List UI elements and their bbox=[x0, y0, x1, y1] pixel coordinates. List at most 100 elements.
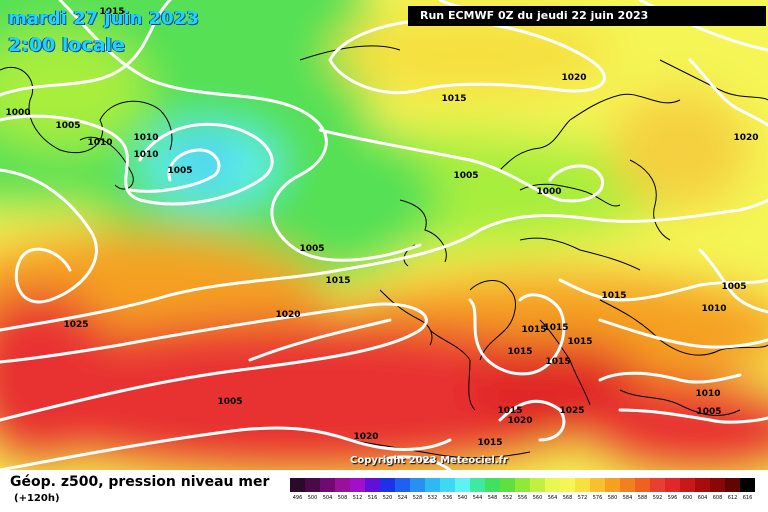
isobar-pressure-label: 1015 bbox=[545, 357, 570, 367]
legend-color-swatch bbox=[620, 478, 635, 492]
isobar-pressure-label: 1025 bbox=[559, 406, 584, 416]
legend-color-swatch bbox=[560, 478, 575, 492]
legend-tick-label: 496 bbox=[292, 495, 303, 501]
isobar-pressure-label: 1010 bbox=[133, 133, 158, 143]
run-info-banner: Run ECMWF 0Z du jeudi 22 juin 2023 bbox=[408, 6, 766, 26]
isobar-pressure-label: 1015 bbox=[601, 291, 626, 301]
isobar-pressure-label: 1015 bbox=[99, 7, 124, 17]
legend-tick-label: 552 bbox=[502, 495, 513, 501]
isobar-pressure-label: 1000 bbox=[5, 108, 30, 118]
legend-color-swatch bbox=[590, 478, 605, 492]
legend-tick-label: 548 bbox=[487, 495, 498, 501]
legend-color-swatch bbox=[305, 478, 320, 492]
legend-color-swatch bbox=[680, 478, 695, 492]
legend-tick-label: 576 bbox=[592, 495, 603, 501]
map-footer: Géop. z500, pression niveau mer (+120h) … bbox=[0, 470, 768, 512]
legend-color-swatch bbox=[470, 478, 485, 492]
isobar-pressure-label: 1010 bbox=[701, 304, 726, 314]
coastlines bbox=[0, 45, 768, 459]
isobar-pressure-label: 1005 bbox=[453, 171, 478, 181]
legend-color-swatch bbox=[350, 478, 365, 492]
legend-color-swatch bbox=[725, 478, 740, 492]
isobar-pressure-label: 1020 bbox=[733, 133, 758, 143]
isobar-pressure-label: 1010 bbox=[695, 389, 720, 399]
isobar-pressure-label: 1015 bbox=[507, 347, 532, 357]
legend-color-swatch bbox=[290, 478, 305, 492]
legend-tick-label: 616 bbox=[742, 495, 753, 501]
isobar-pressure-label: 1000 bbox=[536, 187, 561, 197]
isobar-pressure-label: 1005 bbox=[55, 121, 80, 131]
legend-tick-label: 536 bbox=[442, 495, 453, 501]
isobar-pressure-label: 1015 bbox=[521, 325, 546, 335]
isobar-pressure-label: 1020 bbox=[353, 432, 378, 442]
legend-color-swatch bbox=[710, 478, 725, 492]
legend-color-swatch bbox=[425, 478, 440, 492]
isobar-pressure-label: 1015 bbox=[567, 337, 592, 347]
map-title: Géop. z500, pression niveau mer bbox=[10, 474, 270, 490]
legend-color-swatch bbox=[485, 478, 500, 492]
legend-tick-label: 592 bbox=[652, 495, 663, 501]
isobar-pressure-label: 1015 bbox=[477, 438, 502, 448]
isobar-pressure-label: 1005 bbox=[167, 166, 192, 176]
legend-color-swatch bbox=[320, 478, 335, 492]
legend-tick-label: 504 bbox=[322, 495, 333, 501]
legend-tick-label: 516 bbox=[367, 495, 378, 501]
isobar-pressure-label: 1025 bbox=[63, 320, 88, 330]
isobar-pressure-label: 1020 bbox=[275, 310, 300, 320]
legend-color-swatch bbox=[605, 478, 620, 492]
legend-tick-label: 612 bbox=[727, 495, 738, 501]
legend-tick-label: 544 bbox=[472, 495, 483, 501]
legend-color-swatch bbox=[545, 478, 560, 492]
isobar-pressure-label: 1020 bbox=[507, 416, 532, 426]
legend-color-swatch bbox=[635, 478, 650, 492]
legend-tick-label: 604 bbox=[697, 495, 708, 501]
isobar-pressure-label: 1010 bbox=[133, 150, 158, 160]
legend-color-swatch bbox=[650, 478, 665, 492]
legend-tick-label: 560 bbox=[532, 495, 543, 501]
legend-color-swatch bbox=[410, 478, 425, 492]
legend-color-swatch bbox=[380, 478, 395, 492]
legend-color-swatch bbox=[365, 478, 380, 492]
isobar-pressure-label: 1005 bbox=[217, 397, 242, 407]
legend-color-swatch bbox=[395, 478, 410, 492]
forecast-local-time: 2:00 locale bbox=[8, 34, 125, 56]
isobar-pressure-label: 1015 bbox=[497, 406, 522, 416]
legend-tick-label: 500 bbox=[307, 495, 318, 501]
legend-tick-label: 568 bbox=[562, 495, 573, 501]
legend-color-swatch bbox=[440, 478, 455, 492]
isobar-pressure-label: 1015 bbox=[441, 94, 466, 104]
legend-color-swatch bbox=[530, 478, 545, 492]
legend-color-swatch bbox=[455, 478, 470, 492]
geopotential-color-field bbox=[0, 0, 768, 470]
legend-tick-label: 600 bbox=[682, 495, 693, 501]
legend-tick-label: 508 bbox=[337, 495, 348, 501]
isobar-pressure-label: 1020 bbox=[561, 73, 586, 83]
isobar-pressure-label: 1015 bbox=[543, 323, 568, 333]
legend-tick-label: 540 bbox=[457, 495, 468, 501]
pressure-geopotential-map: 1015102010001005101010101010101510201005… bbox=[0, 0, 768, 470]
forecast-lead-time: (+120h) bbox=[14, 493, 60, 504]
isobar-pressure-label: 1005 bbox=[696, 407, 721, 417]
legend-color-swatch bbox=[695, 478, 710, 492]
isobar-pressure-label: 1015 bbox=[325, 276, 350, 286]
legend-color-swatch bbox=[500, 478, 515, 492]
legend-tick-label: 524 bbox=[397, 495, 408, 501]
legend-tick-label: 556 bbox=[517, 495, 528, 501]
legend-tick-label: 596 bbox=[667, 495, 678, 501]
legend-tick-label: 584 bbox=[622, 495, 633, 501]
copyright-notice: Copyright 2023 Meteociel.fr bbox=[350, 455, 508, 466]
legend-tick-label: 520 bbox=[382, 495, 393, 501]
legend-color-swatch bbox=[515, 478, 530, 492]
isobar-pressure-label: 1005 bbox=[299, 244, 324, 254]
isobar-pressure-label: 1005 bbox=[721, 282, 746, 292]
legend-color-swatch bbox=[740, 478, 755, 492]
legend-tick-label: 588 bbox=[637, 495, 648, 501]
legend-tick-label: 532 bbox=[427, 495, 438, 501]
legend-color-swatch bbox=[575, 478, 590, 492]
legend-tick-label: 512 bbox=[352, 495, 363, 501]
legend-tick-label: 564 bbox=[547, 495, 558, 501]
legend-color-swatch bbox=[335, 478, 350, 492]
legend-tick-label: 528 bbox=[412, 495, 423, 501]
legend-tick-label: 580 bbox=[607, 495, 618, 501]
